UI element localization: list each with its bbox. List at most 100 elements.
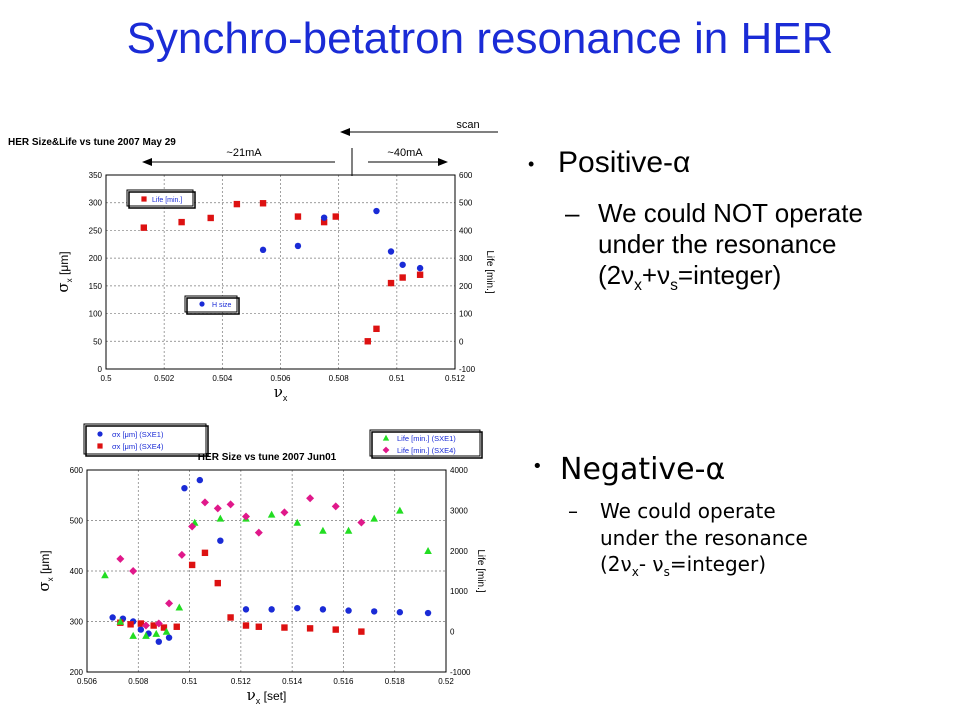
- positive-line1: We could NOT operate: [598, 198, 863, 228]
- x-tick-label: 0.51: [389, 374, 405, 383]
- x-axis-label: νx [set]: [247, 686, 287, 706]
- y-axis-label: σx [μm]: [35, 550, 55, 591]
- data-point: [358, 628, 365, 635]
- x-tick-label: 0.518: [385, 677, 406, 686]
- legend-life-box: [369, 429, 481, 457]
- data-point: [109, 614, 116, 621]
- data-point: [129, 631, 137, 639]
- legend-life-sxe1-marker: [382, 434, 390, 441]
- y-tick-label: 500: [70, 517, 84, 526]
- legend-sigma-sxe4-label: σx [μm] (SXE4): [112, 442, 164, 451]
- formula-sub-x: x: [631, 565, 639, 580]
- y-tick-label: 150: [89, 282, 103, 291]
- x-tick-label: 0.512: [445, 374, 466, 383]
- scan-arrow-head: [340, 128, 350, 136]
- data-point: [293, 518, 302, 526]
- data-point: [371, 608, 378, 615]
- data-point: [213, 504, 222, 513]
- sub-bullet-dash: –: [568, 499, 578, 523]
- x-tick-label: 0.504: [212, 374, 233, 383]
- legend-hsize-box: [184, 295, 238, 313]
- data-point: [267, 510, 276, 518]
- y2-tick-label: 100: [459, 310, 473, 319]
- y-tick-label: 600: [70, 466, 84, 475]
- positive-line2: under the resonance: [598, 229, 837, 260]
- data-point: [137, 626, 145, 633]
- legend-life-shadow: [128, 191, 196, 209]
- y2-tick-label: 2000: [450, 547, 468, 556]
- data-point: [416, 271, 424, 278]
- data-point: [294, 213, 302, 220]
- legend-hsize-label: H size: [212, 302, 232, 309]
- y2-tick-label: 0: [450, 628, 455, 637]
- data-point: [181, 484, 188, 492]
- legend-life-label: Life [min.]: [152, 197, 182, 204]
- bullet-mark: •: [532, 456, 543, 477]
- y-axis-label: σx [μm]: [54, 251, 74, 292]
- data-point: [127, 621, 134, 628]
- data-point: [165, 634, 173, 641]
- data-point: [177, 550, 186, 559]
- x-tick-label: 0.506: [77, 677, 98, 686]
- formula-sub-x: x: [634, 277, 642, 295]
- y2-tick-label: 1000: [450, 587, 468, 596]
- legend-sigma-sxe1-marker: [97, 431, 103, 437]
- legend-hsize-shadow: [186, 297, 240, 315]
- data-point: [416, 264, 424, 272]
- legend-life-sxe4-label: Life [min.] (SXE4): [397, 446, 456, 455]
- data-point: [255, 623, 263, 630]
- data-point: [319, 526, 327, 534]
- y-tick-label: 250: [89, 226, 103, 235]
- data-point: [217, 537, 224, 544]
- data-point: [242, 622, 250, 629]
- data-point: [175, 603, 184, 611]
- legend-sigma-shadow: [85, 425, 209, 457]
- formula-sub-s: s: [663, 565, 670, 580]
- formula-sub-s: s: [670, 277, 678, 295]
- data-point: [306, 494, 315, 503]
- data-point: [345, 607, 352, 614]
- x-axis-label: νx: [274, 383, 288, 403]
- data-point: [116, 554, 125, 563]
- data-point: [331, 502, 340, 511]
- data-point: [116, 617, 125, 625]
- formula-mid: - ν: [638, 552, 664, 577]
- scan-label: scan: [456, 119, 479, 131]
- data-point: [294, 604, 301, 612]
- formula-pre: (2ν: [598, 260, 635, 291]
- data-point: [399, 261, 406, 268]
- data-point: [165, 599, 174, 608]
- bullet-positive-alpha: • Positive-α: [528, 146, 690, 180]
- chart-her-size-life-may29: HER Size&Life vs tune 2007 May 29 0.5 0.50…: [8, 119, 498, 403]
- data-point: [129, 567, 138, 575]
- formula-mid: +ν: [641, 260, 671, 291]
- y2-tick-label: 0: [459, 337, 464, 346]
- y-tick-label: 200: [70, 668, 84, 677]
- current-label-low: ~21mA: [226, 147, 262, 159]
- negative-alpha-detail: – We could operate under the resonance (…: [568, 498, 948, 581]
- current-arrow-high-head: [438, 158, 448, 166]
- sub-bullet-dash: –: [565, 198, 580, 228]
- data-point: [424, 609, 432, 617]
- data-point: [216, 514, 225, 522]
- negative-formula: (2νx- νs=integer): [600, 551, 948, 581]
- current-arrow-low-head: [142, 158, 152, 166]
- chart-her-size-jun01: HER Size vs tune 2007 Jun01 0.506 0.508 0.5…: [35, 423, 486, 706]
- x-tick-label: 0.514: [282, 677, 303, 686]
- data-point: [137, 620, 145, 627]
- data-point: [152, 629, 161, 637]
- plot-frame: [105, 174, 456, 370]
- data-point: [319, 606, 327, 613]
- y-tick-label: 400: [70, 567, 84, 576]
- x-tick-label: 0.51: [182, 677, 198, 686]
- current-label-high: ~40mA: [387, 147, 423, 159]
- data-point: [399, 274, 406, 281]
- y-tick-label: 100: [89, 310, 103, 319]
- x-tick-label: 0.516: [333, 677, 354, 686]
- chart-title: HER Size vs tune 2007 Jun01: [198, 452, 337, 463]
- data-point: [150, 622, 157, 629]
- y2-tick-label: 500: [459, 199, 473, 208]
- data-point: [173, 623, 180, 630]
- data-point: [294, 242, 302, 250]
- data-point: [259, 200, 267, 207]
